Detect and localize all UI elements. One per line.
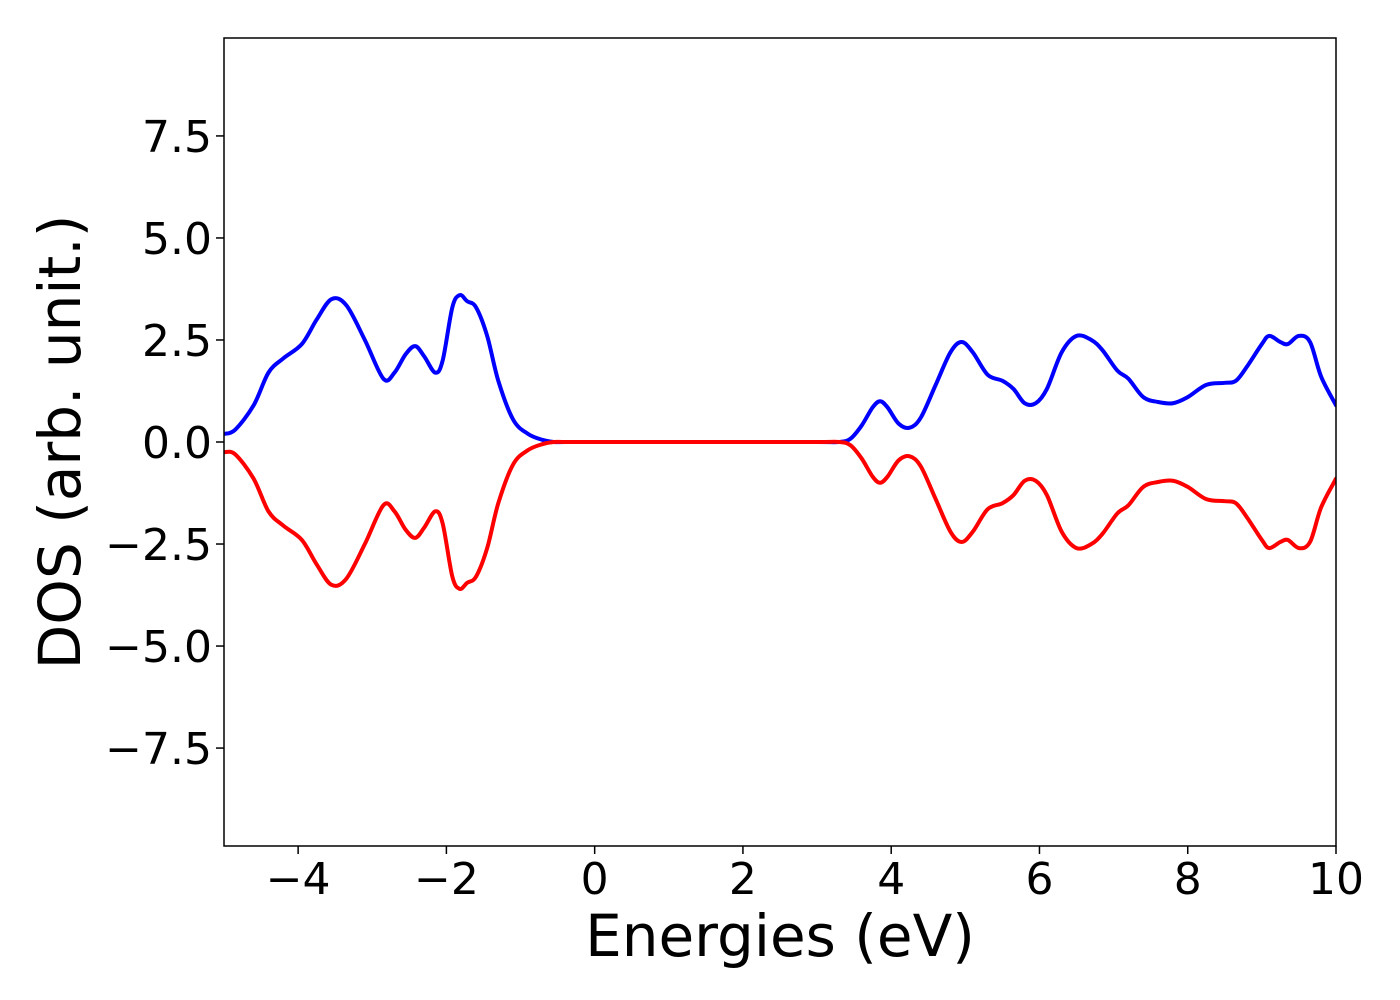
x-tick-label: 4 [877, 854, 905, 905]
x-tick-label: −2 [414, 854, 479, 905]
dos-negative-line [224, 439, 1336, 592]
dos-positive-line [224, 292, 1336, 445]
y-tick-label: 2.5 [142, 316, 212, 367]
y-tick-label: 5.0 [142, 214, 212, 265]
y-axis-label: DOS (arb. unit.) [26, 215, 94, 670]
x-tick-label: −4 [266, 854, 331, 905]
y-tick-label: −2.5 [105, 520, 212, 571]
x-tick-label: 2 [729, 854, 757, 905]
y-tick-label: −7.5 [105, 724, 212, 775]
y-tick-label: 0.0 [142, 418, 212, 469]
y-tick-label: −5.0 [105, 622, 212, 673]
x-axis-label: Energies (eV) [585, 902, 975, 970]
series-layer [224, 292, 1336, 592]
y-axis-ticks: −7.5 −5.0 −2.5 0.0 2.5 5.0 7.5 [105, 112, 224, 775]
x-tick-label: 8 [1174, 854, 1202, 905]
x-tick-label: 6 [1025, 854, 1053, 905]
x-tick-label: 10 [1308, 854, 1364, 905]
x-tick-label: 0 [581, 854, 609, 905]
x-axis-ticks: −4 −2 0 2 4 6 8 10 [266, 846, 1364, 905]
y-tick-label: 7.5 [142, 112, 212, 163]
